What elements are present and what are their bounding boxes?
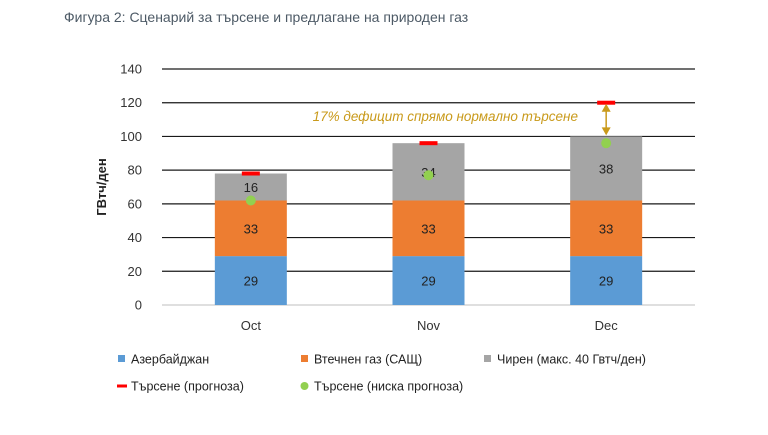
x-tick-label: Nov [417, 318, 441, 333]
legend: Азербайджан Втечнен газ (САЩ) Чирен (макс.… [117, 353, 646, 394]
y-tick-label: 100 [120, 129, 142, 144]
bar-segment [570, 256, 643, 305]
legend-swatch [300, 382, 309, 390]
data-label: 29 [599, 274, 613, 289]
figure-title: Фигура 2: Сценарий за търсене и предлага… [64, 9, 469, 25]
y-tick-label: 0 [135, 298, 142, 313]
x-tick-label: Oct [241, 318, 262, 333]
data-label: 33 [599, 221, 613, 236]
legend-label: Чирен (макс. 40 Гвтч/ден) [497, 353, 646, 367]
demand-forecast-marker [419, 141, 438, 146]
legend-label: Азербайджан [131, 353, 209, 367]
data-label: 16 [244, 180, 258, 195]
bar-segment [214, 200, 287, 257]
y-tick-label: 40 [128, 230, 142, 245]
demand-forecast-marker [597, 100, 616, 105]
y-tick-label: 120 [120, 95, 142, 110]
y-tick-label: 80 [128, 163, 142, 178]
data-label: 29 [244, 274, 258, 289]
bar-segment [392, 200, 465, 257]
bar-segment [570, 200, 643, 257]
legend-label: Втечнен газ (САЩ) [314, 353, 422, 367]
legend-label: Търсене (прогноза) [131, 380, 244, 394]
x-axis-tick-labels: Oct Nov Dec [241, 318, 619, 333]
y-axis-tick-labels: 0 20 40 60 80 100 120 140 [120, 62, 142, 313]
bars [214, 136, 643, 305]
low-demand-forecast-marker [245, 195, 256, 206]
legend-swatch [301, 355, 308, 362]
legend-swatch [118, 355, 125, 362]
data-label: 29 [421, 274, 435, 289]
low-demand-forecast-marker [601, 138, 612, 149]
data-label: 38 [599, 161, 613, 176]
demand-markers [241, 100, 616, 206]
deficit-arrow-head-down [601, 127, 611, 136]
bar-segment [392, 256, 465, 305]
legend-swatch [484, 355, 491, 362]
low-demand-forecast-marker [423, 170, 434, 181]
bar-segment [214, 256, 287, 305]
y-tick-label: 20 [128, 264, 142, 279]
data-labels: 293316293334293338 [244, 161, 614, 288]
data-label: 33 [244, 221, 258, 236]
y-tick-label: 140 [120, 62, 142, 77]
x-tick-label: Dec [595, 318, 619, 333]
deficit-annotation: 17% дефицит спрямо нормално търсене [313, 103, 611, 136]
legend-label: Търсене (ниска прогноза) [314, 380, 463, 394]
y-axis-label: ГВтч/ден [94, 158, 109, 215]
y-tick-label: 60 [128, 196, 142, 211]
data-label: 33 [421, 221, 435, 236]
legend-swatch [117, 384, 127, 388]
deficit-annotation-text: 17% дефицит спрямо нормално търсене [313, 109, 578, 124]
deficit-arrow-head-up [601, 103, 611, 112]
demand-forecast-marker [241, 171, 260, 176]
